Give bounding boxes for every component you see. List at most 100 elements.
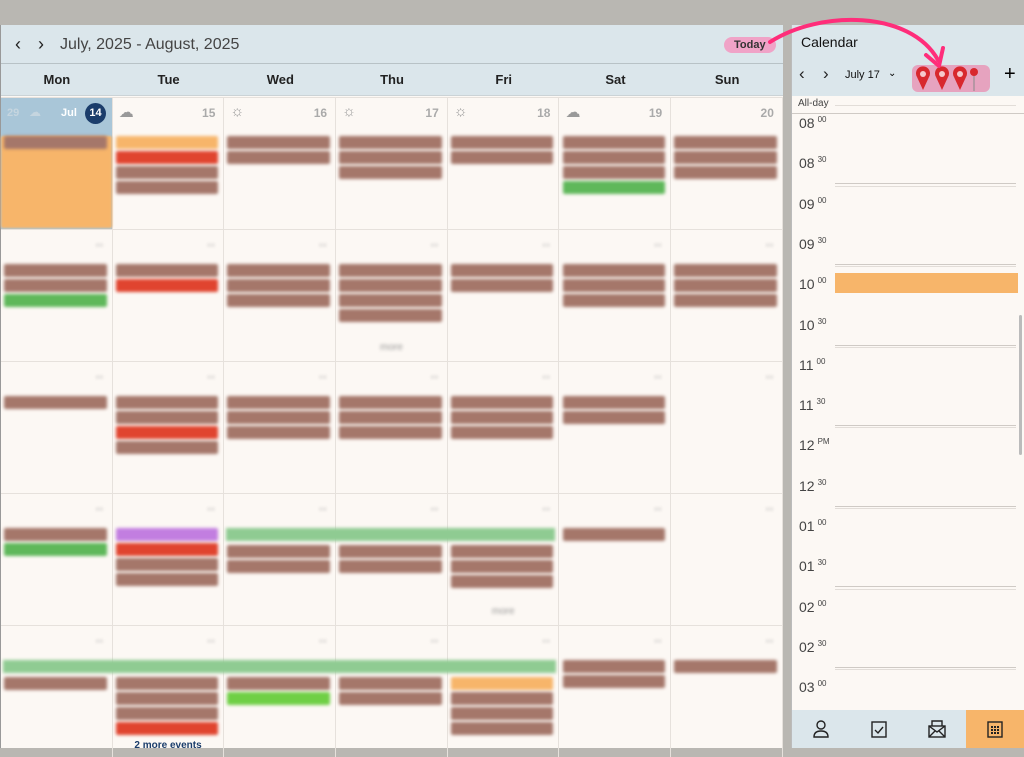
event-brown[interactable] xyxy=(227,294,331,307)
multi-day-event[interactable] xyxy=(3,660,556,673)
day-cell[interactable]: ·· xyxy=(1,494,113,625)
day-cell[interactable]: ☁ 15 xyxy=(113,98,225,229)
event-brown[interactable] xyxy=(339,692,442,705)
prev-day-icon[interactable]: ‹ xyxy=(799,64,805,83)
event-brown[interactable] xyxy=(674,660,777,673)
event-brown[interactable] xyxy=(562,396,666,409)
event-brown[interactable] xyxy=(562,528,666,541)
chevron-down-icon[interactable]: ⌄ xyxy=(888,68,897,79)
event-brown[interactable] xyxy=(674,136,777,149)
event-brown[interactable] xyxy=(115,166,219,179)
event-brown[interactable] xyxy=(450,707,554,720)
event-brown[interactable] xyxy=(562,166,666,179)
day-cell[interactable]: ·· xyxy=(224,494,337,625)
add-event-icon[interactable]: + xyxy=(1004,63,1016,85)
day-cell[interactable]: 20 xyxy=(671,98,783,229)
day-cell[interactable]: ·· more xyxy=(448,494,560,625)
event-brown[interactable] xyxy=(562,411,666,424)
event-red[interactable] xyxy=(115,151,219,164)
event-brown[interactable] xyxy=(674,294,777,307)
event-purple[interactable] xyxy=(115,528,219,541)
event-orange-big[interactable] xyxy=(1,136,112,228)
event-brown[interactable] xyxy=(227,279,331,292)
event-brown[interactable] xyxy=(450,151,554,164)
event-brown[interactable] xyxy=(115,396,219,409)
event-brown[interactable] xyxy=(339,426,442,439)
event-brown[interactable] xyxy=(674,166,777,179)
event-brown[interactable] xyxy=(227,136,331,149)
day-cell[interactable]: ·· xyxy=(336,494,448,625)
event-green[interactable] xyxy=(4,543,107,556)
event-brown[interactable] xyxy=(674,264,777,277)
event-brown[interactable] xyxy=(339,166,442,179)
day-cell[interactable]: ☼ 17 xyxy=(336,98,448,229)
event-brown[interactable] xyxy=(339,677,442,690)
event-brown[interactable] xyxy=(227,677,331,690)
day-cell[interactable]: ·· xyxy=(336,626,448,757)
event-brown[interactable] xyxy=(4,528,107,541)
more-events-link[interactable]: more xyxy=(380,342,403,353)
day-cell[interactable]: ·· more xyxy=(336,230,448,361)
event-brown[interactable] xyxy=(450,264,554,277)
event-brown[interactable] xyxy=(339,396,442,409)
event-brown[interactable] xyxy=(4,264,107,277)
day-cell[interactable]: ·· xyxy=(336,362,448,493)
event-brown[interactable] xyxy=(115,411,219,424)
event-brown[interactable] xyxy=(674,151,777,164)
next-icon[interactable]: › xyxy=(38,34,44,54)
event-brown[interactable] xyxy=(450,560,554,573)
day-cell[interactable]: ·· xyxy=(671,362,783,493)
event-lime[interactable] xyxy=(227,692,331,705)
event-red[interactable] xyxy=(115,426,219,439)
day-cell[interactable]: ·· xyxy=(671,230,783,361)
date-picker[interactable]: July 17 xyxy=(845,69,880,81)
event-brown[interactable] xyxy=(450,411,554,424)
event-brown[interactable] xyxy=(339,411,442,424)
event-brown[interactable] xyxy=(115,573,219,586)
day-cell[interactable]: ·· xyxy=(1,230,113,361)
event-red[interactable] xyxy=(115,543,219,556)
event-brown[interactable] xyxy=(562,660,666,673)
tab-contacts[interactable] xyxy=(792,710,850,748)
event-brown[interactable] xyxy=(450,279,554,292)
event-brown[interactable] xyxy=(450,545,554,558)
day-event[interactable] xyxy=(835,273,1018,294)
next-day-icon[interactable]: › xyxy=(823,64,829,83)
event-brown[interactable] xyxy=(4,279,107,292)
more-events-link[interactable]: more xyxy=(491,606,515,617)
event-brown[interactable] xyxy=(115,441,219,454)
event-green[interactable] xyxy=(4,294,107,307)
day-cell[interactable]: ☁ 19 xyxy=(560,98,672,229)
day-cell[interactable]: ·· xyxy=(224,362,337,493)
event-brown[interactable] xyxy=(562,151,666,164)
event-brown[interactable] xyxy=(115,264,219,277)
event-brown[interactable] xyxy=(115,692,219,705)
event-brown[interactable] xyxy=(115,181,219,194)
event-brown[interactable] xyxy=(339,264,442,277)
tab-calendar[interactable] xyxy=(966,710,1024,748)
event-orange[interactable] xyxy=(115,136,219,149)
event-brown[interactable] xyxy=(562,264,666,277)
day-cell[interactable]: ·· xyxy=(560,626,672,757)
event-orange[interactable] xyxy=(450,677,554,690)
event-brown[interactable] xyxy=(339,136,442,149)
event-brown[interactable] xyxy=(562,675,666,688)
day-cell[interactable]: ·· xyxy=(448,362,560,493)
event-brown[interactable] xyxy=(227,151,331,164)
event-brown[interactable] xyxy=(227,396,331,409)
event-brown[interactable] xyxy=(562,279,666,292)
day-cell[interactable]: ☼ 18 xyxy=(448,98,560,229)
event-brown[interactable] xyxy=(339,545,442,558)
event-brown[interactable] xyxy=(115,677,219,690)
event-red[interactable] xyxy=(115,279,219,292)
event-brown[interactable] xyxy=(339,560,442,573)
event-brown[interactable] xyxy=(115,558,219,571)
day-cell[interactable]: ·· xyxy=(113,362,225,493)
event-red[interactable] xyxy=(115,722,219,735)
day-cell[interactable]: ·· xyxy=(560,362,672,493)
scrollbar[interactable] xyxy=(1019,315,1022,455)
event-brown[interactable] xyxy=(227,545,331,558)
day-cell[interactable]: ·· xyxy=(448,230,560,361)
event-brown[interactable] xyxy=(115,707,219,720)
prev-icon[interactable]: ‹ xyxy=(15,34,21,54)
